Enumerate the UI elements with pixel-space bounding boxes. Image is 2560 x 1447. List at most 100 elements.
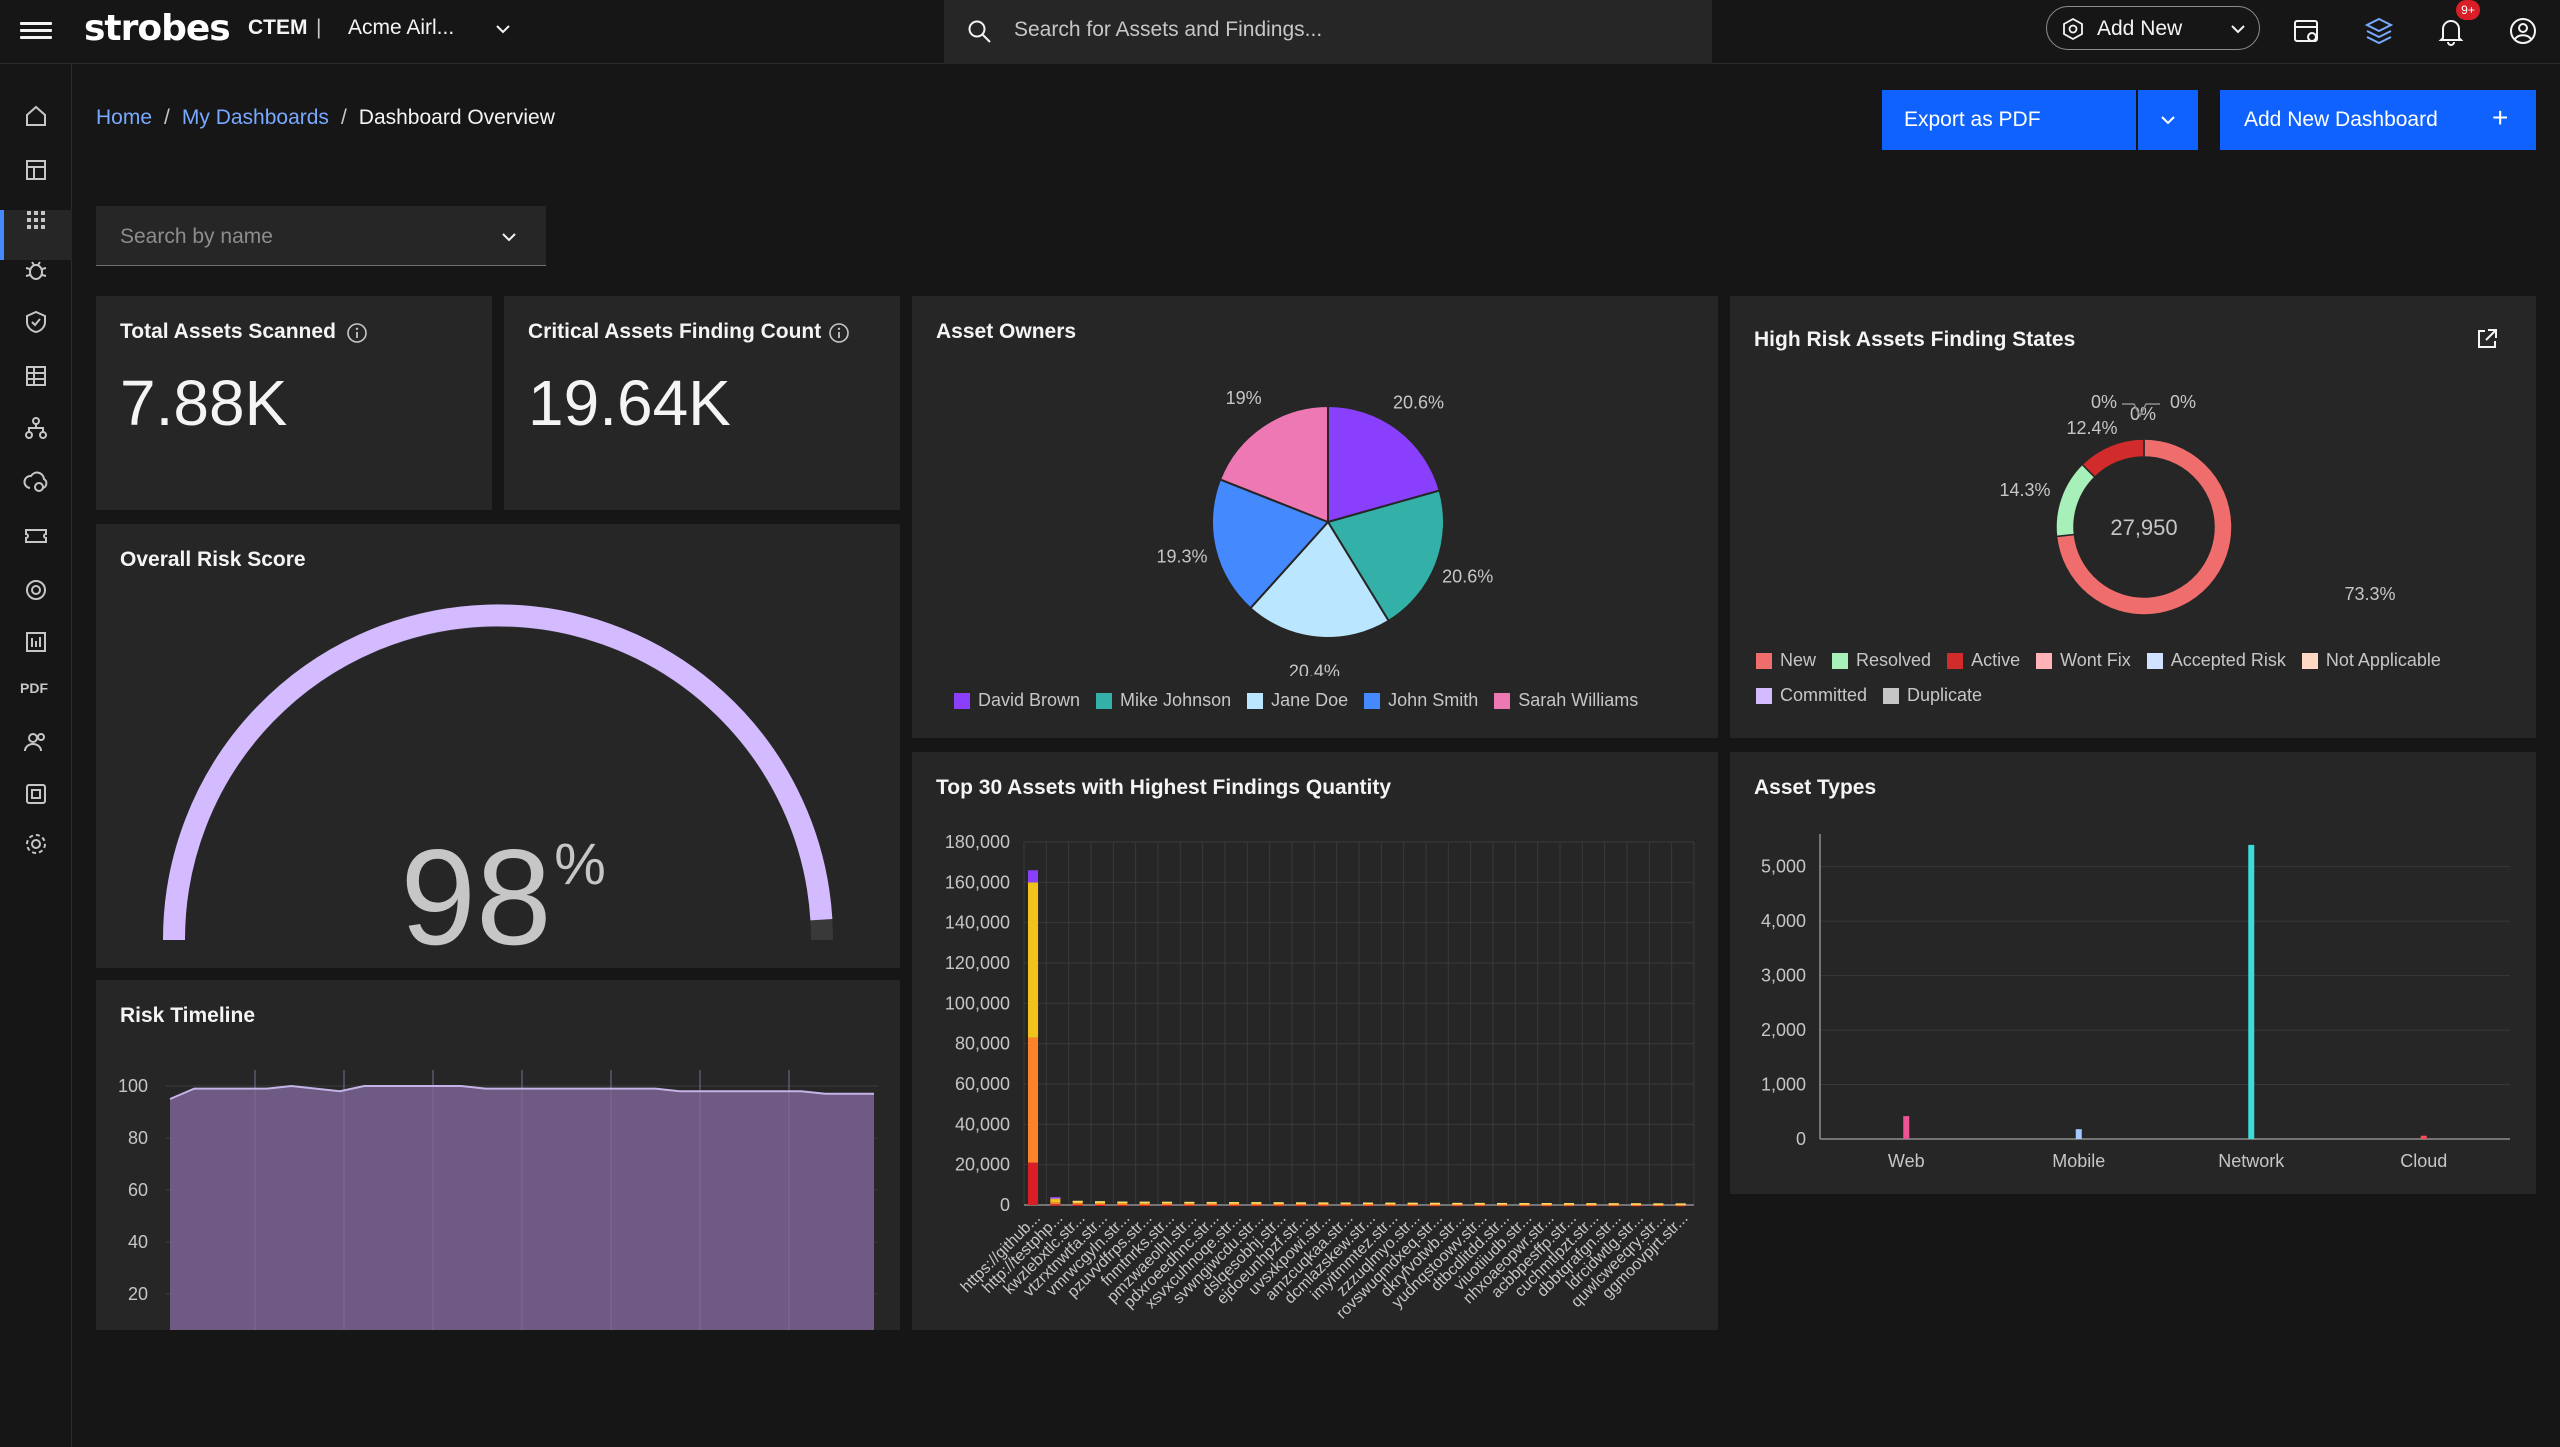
- pie-slice[interactable]: [1326, 489, 1445, 623]
- bar-segment[interactable]: [1184, 1201, 1195, 1204]
- bar-segment[interactable]: [1586, 1204, 1597, 1206]
- menu-icon[interactable]: [20, 18, 52, 46]
- bar-segment[interactable]: [1028, 1162, 1039, 1205]
- bar-segment[interactable]: [1072, 1201, 1083, 1204]
- open-external-icon[interactable]: [2474, 326, 2500, 352]
- legend-item[interactable]: Mike Johnson: [1096, 690, 1231, 711]
- bar-segment[interactable]: [1072, 1203, 1083, 1205]
- bar-segment[interactable]: [1117, 1201, 1128, 1204]
- bar-segment[interactable]: [1318, 1204, 1329, 1207]
- report-icon[interactable]: [22, 628, 50, 656]
- bar-segment[interactable]: [1519, 1203, 1530, 1205]
- cloud-refresh-icon[interactable]: [22, 468, 50, 496]
- bar-segment[interactable]: [1162, 1201, 1173, 1204]
- bar-segment[interactable]: [1586, 1203, 1597, 1205]
- bar-segment[interactable]: [1385, 1203, 1396, 1206]
- pie-slice[interactable]: [1248, 520, 1391, 639]
- bar-segment[interactable]: [1340, 1204, 1351, 1207]
- bar-segment[interactable]: [1452, 1204, 1463, 1206]
- network-tree-icon[interactable]: [22, 414, 50, 442]
- bar-segment[interactable]: [1363, 1202, 1374, 1205]
- bar[interactable]: [1903, 1116, 1910, 1139]
- bar-segment[interactable]: [1028, 870, 1039, 883]
- bar-segment[interactable]: [1229, 1203, 1240, 1206]
- bar-segment[interactable]: [1608, 1204, 1619, 1206]
- bar-segment[interactable]: [1631, 1204, 1642, 1206]
- dashboard-icon[interactable]: [22, 156, 50, 184]
- bar-segment[interactable]: [1206, 1201, 1217, 1204]
- bar-segment[interactable]: [1675, 1204, 1686, 1206]
- table-icon[interactable]: [22, 362, 50, 390]
- bar-segment[interactable]: [1095, 1201, 1106, 1203]
- bar-segment[interactable]: [1519, 1204, 1530, 1206]
- bug-icon[interactable]: [22, 256, 50, 284]
- home-icon[interactable]: [22, 102, 50, 130]
- bar-segment[interactable]: [1206, 1203, 1217, 1206]
- calendar-settings-icon[interactable]: [2290, 14, 2324, 48]
- legend-item[interactable]: Wont Fix: [2036, 650, 2131, 671]
- bar-segment[interactable]: [1251, 1203, 1262, 1206]
- global-search[interactable]: Search for Assets and Findings...: [944, 0, 1712, 64]
- bar-segment[interactable]: [1028, 882, 1039, 1038]
- pie-slice[interactable]: [1327, 404, 1441, 524]
- legend-item[interactable]: Accepted Risk: [2146, 650, 2286, 671]
- bar-segment[interactable]: [1653, 1203, 1664, 1205]
- add-new-button[interactable]: Add New: [2046, 6, 2260, 50]
- bar-segment[interactable]: [1162, 1203, 1173, 1206]
- bar-segment[interactable]: [1139, 1204, 1150, 1207]
- export-pdf-button[interactable]: Export as PDF: [1882, 90, 2136, 150]
- bar-segment[interactable]: [1184, 1204, 1195, 1207]
- users-icon[interactable]: [22, 728, 50, 756]
- bar-segment[interactable]: [1340, 1202, 1351, 1204]
- shield-check-icon[interactable]: [22, 308, 50, 336]
- scan-icon[interactable]: [22, 576, 50, 604]
- bar-segment[interactable]: [1497, 1202, 1508, 1205]
- chevron-down-icon[interactable]: [492, 18, 514, 40]
- bar-segment[interactable]: [1050, 1199, 1061, 1203]
- bar-segment[interactable]: [1296, 1202, 1307, 1204]
- organization-name[interactable]: Acme Airl...: [348, 16, 455, 39]
- bar-segment[interactable]: [1184, 1203, 1195, 1206]
- bar-segment[interactable]: [1206, 1204, 1217, 1207]
- bar-segment[interactable]: [1139, 1201, 1150, 1204]
- bar-segment[interactable]: [1541, 1203, 1552, 1205]
- legend-item[interactable]: Duplicate: [1883, 685, 1982, 706]
- bar-segment[interactable]: [1229, 1204, 1240, 1207]
- bar-segment[interactable]: [1050, 1204, 1061, 1206]
- legend-item[interactable]: David Brown: [954, 690, 1080, 711]
- donut-slice[interactable]: [2055, 438, 2233, 616]
- integrations-icon[interactable]: [22, 780, 50, 808]
- bar-segment[interactable]: [1474, 1204, 1485, 1206]
- bar-segment[interactable]: [1564, 1204, 1575, 1206]
- settings-gear-icon[interactable]: [22, 830, 50, 858]
- bar-segment[interactable]: [1608, 1203, 1619, 1205]
- bar-segment[interactable]: [1050, 1197, 1061, 1199]
- legend-item[interactable]: John Smith: [1364, 690, 1478, 711]
- bar-segment[interactable]: [1340, 1203, 1351, 1206]
- bar-segment[interactable]: [1318, 1202, 1329, 1204]
- logo[interactable]: strobes: [84, 8, 231, 49]
- bar-segment[interactable]: [1474, 1202, 1485, 1205]
- legend-item[interactable]: Not Applicable: [2301, 650, 2441, 671]
- bar-segment[interactable]: [1139, 1203, 1150, 1206]
- bar-segment[interactable]: [1072, 1200, 1083, 1203]
- bar-segment[interactable]: [1318, 1203, 1329, 1206]
- legend-item[interactable]: New: [1756, 650, 1816, 671]
- dashboard-name-select[interactable]: Search by name: [96, 206, 546, 266]
- bar-segment[interactable]: [1117, 1203, 1128, 1206]
- bar-segment[interactable]: [1675, 1203, 1686, 1205]
- bar-segment[interactable]: [1273, 1202, 1284, 1204]
- bar-segment[interactable]: [1072, 1204, 1083, 1206]
- ticket-icon[interactable]: [22, 522, 50, 550]
- bar-segment[interactable]: [1497, 1204, 1508, 1206]
- bar-segment[interactable]: [1430, 1202, 1441, 1205]
- bar-segment[interactable]: [1407, 1202, 1418, 1205]
- bar-segment[interactable]: [1273, 1203, 1284, 1206]
- legend-item[interactable]: Resolved: [1832, 650, 1931, 671]
- apps-grid-icon[interactable]: [22, 206, 50, 234]
- bar-segment[interactable]: [1564, 1203, 1575, 1205]
- bar-segment[interactable]: [1251, 1202, 1262, 1204]
- bar[interactable]: [2248, 844, 2255, 1139]
- bar-segment[interactable]: [1363, 1203, 1374, 1206]
- bar[interactable]: [2075, 1129, 2082, 1139]
